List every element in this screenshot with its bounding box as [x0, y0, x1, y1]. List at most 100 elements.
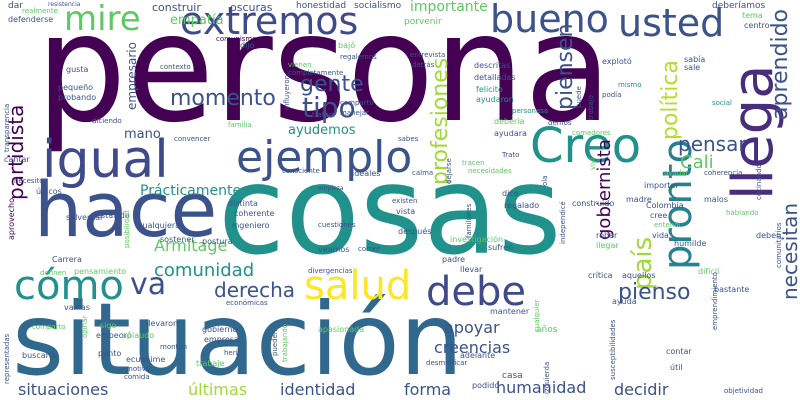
word-estallido: estallido — [96, 211, 130, 220]
word-social: social — [712, 99, 732, 107]
word-resistencia: resistencia — [48, 1, 81, 8]
word-trabajando: trabajando — [281, 323, 289, 362]
word-construido: construido — [572, 199, 615, 208]
word-casa: casa — [502, 371, 523, 381]
word-completamente: completamente — [288, 69, 344, 77]
word-aprovecho: aprovecho — [7, 197, 16, 240]
word-bajo: bajó — [338, 41, 356, 50]
word-pensar: pensar — [678, 132, 747, 156]
word-aplaudo: aplaudo — [122, 331, 155, 340]
word-cuestiones: cuestiones — [318, 221, 356, 229]
word-situaciones: situaciones — [18, 380, 109, 399]
word-aquellos: aquellos — [622, 271, 656, 280]
word-monton: montón — [160, 343, 188, 351]
word-motivo: motivo — [126, 365, 151, 373]
word-necesito: necesito — [14, 177, 44, 185]
word-felicito: felicito — [476, 85, 503, 94]
word-transparencia: transparencia — [3, 103, 11, 152]
word-posibilidad: posibilidad — [123, 210, 131, 248]
word-tracen: tracen — [462, 159, 485, 167]
word-calma: calma — [412, 169, 434, 177]
word-ingeniero: ingeniero — [232, 221, 270, 230]
word-forma: forma — [404, 380, 452, 399]
word-aprendido: aprendido — [768, 9, 793, 120]
word-colombia: Colombia — [646, 201, 684, 210]
word-personasa: personasa — [512, 107, 549, 115]
word-empatia: empatía — [170, 13, 224, 28]
word-armitage: Armitage — [154, 236, 228, 255]
word-cocinando: cocinando — [755, 164, 763, 200]
word-critica: crítica — [588, 271, 613, 280]
word-politica: política — [658, 60, 683, 140]
word-coherente: coherente — [234, 209, 275, 218]
word-mire: mire — [64, 0, 141, 39]
word-ayudar: ayudar — [664, 169, 689, 177]
word-gusta: gusta — [66, 65, 89, 74]
word-madre: madre — [626, 195, 652, 204]
word-ayuda: ayuda — [612, 297, 637, 306]
word-probando: probando — [58, 93, 97, 102]
word-bueno: bueno — [490, 0, 609, 41]
word-ultimas: últimas — [188, 380, 248, 399]
word-hace: hace — [34, 165, 218, 254]
word-independice: independicé — [559, 201, 567, 244]
word-ejemplo: ejemplo — [236, 132, 413, 183]
word-identidad: identidad — [280, 380, 356, 399]
word-humanidad: humanidad — [496, 378, 587, 397]
word-socialismo: socialismo — [354, 1, 402, 11]
word-compartir: compartir — [340, 99, 375, 107]
word-empresario: empresario — [125, 42, 139, 110]
word-util: útil — [670, 363, 683, 372]
word-derecha: derecha — [214, 278, 296, 302]
word-cantar: cantar — [4, 155, 30, 164]
word-distinta: distinta — [228, 199, 258, 208]
word-honestidad: honestidad — [296, 1, 347, 11]
word-buscarlo: buscarlo — [22, 351, 57, 360]
word-punto: punto — [98, 349, 122, 358]
word-importar: importar — [644, 181, 679, 190]
word-desmitificar: desmitificar — [426, 359, 468, 367]
word-pienso: pienso — [618, 280, 691, 305]
word-pequeno: pequeño — [58, 83, 94, 92]
word-familia: familia — [228, 121, 252, 129]
word-sabes: sabes — [398, 135, 419, 143]
word-dar: dar — [8, 1, 23, 11]
word-centro: centro — [744, 21, 770, 30]
word-adelante: adelante — [460, 351, 496, 360]
word-diciendo: diciendo — [92, 117, 122, 125]
word-comida: comida — [124, 373, 150, 381]
word-cree: cree — [650, 211, 668, 220]
word-convencer: convencer — [174, 135, 211, 143]
word-como: cómo — [14, 263, 124, 309]
word-pueden: pueden — [271, 329, 279, 356]
word-ideales: ideales — [352, 169, 381, 178]
word-apoyar: apoyar — [444, 318, 500, 337]
word-dijo: dijo — [240, 41, 255, 50]
word-consciente: consciente — [282, 167, 320, 175]
word-llevaron: llevaron — [146, 319, 179, 328]
word-herir: herir — [224, 349, 241, 357]
word-extremos: extremos — [180, 0, 359, 43]
word-vainas: vainas — [64, 303, 90, 312]
word-creo: Creo — [530, 118, 642, 174]
word-gobiernista: gobiernista — [594, 139, 615, 240]
word-trabaje: trabaje — [196, 359, 225, 368]
word-robar: robar — [596, 231, 618, 240]
word-tema: tema — [742, 11, 763, 20]
word-cualquiera: cualquiera — [138, 221, 181, 230]
word-entendi: entendí — [654, 221, 681, 229]
word-tipo: tipo — [302, 91, 356, 124]
word-llevar: llevar — [460, 265, 483, 274]
word-podia: podía — [602, 91, 622, 99]
word-susceptibilidades: susceptibilidades — [609, 319, 617, 380]
word-detalladas: detalladas — [474, 73, 516, 82]
word-comedores: comedores — [572, 129, 611, 137]
word-exploto: explotó — [602, 57, 632, 66]
word-carrera: Carrera — [52, 255, 82, 264]
word-ayudemos: ayudemos — [288, 123, 356, 138]
word-practicamente: Prácticamente — [140, 183, 242, 199]
word-puede: puede — [575, 86, 583, 108]
word-familiares: familiares — [465, 203, 473, 238]
word-sufren: sufren — [488, 243, 514, 252]
